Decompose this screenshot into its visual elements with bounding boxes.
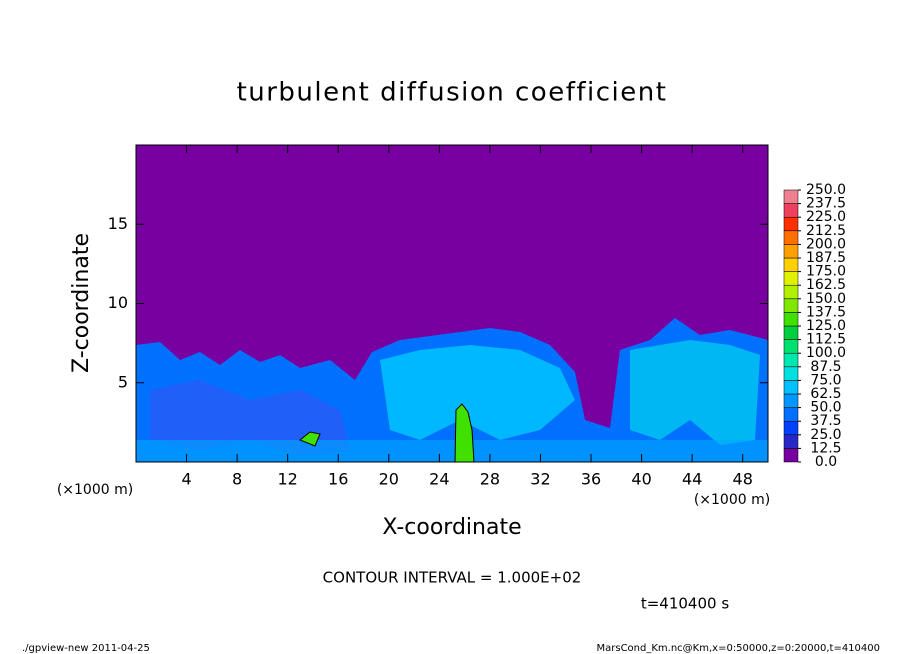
colorbar-label: 37.5	[810, 413, 841, 429]
colorbar-bin	[783, 325, 799, 340]
colorbar-label: 250.0	[806, 182, 846, 198]
colorbar-label: 212.5	[806, 223, 846, 239]
x-tick-label: 44	[682, 470, 702, 489]
colorbar-bin	[783, 203, 799, 218]
colorbar-bin	[783, 298, 799, 313]
colorbar-bin	[783, 312, 799, 327]
colorbar-bin	[783, 380, 799, 395]
x-unit: (×1000 m)	[694, 492, 770, 508]
colorbar-label: 150.0	[806, 291, 846, 307]
colorbar-label: 25.0	[810, 427, 841, 443]
colorbar-label: 75.0	[810, 372, 841, 388]
y-axis-label: Z-coordinate	[69, 233, 94, 373]
colorbar-label: 0.0	[815, 454, 837, 470]
colorbar-bin	[783, 407, 799, 422]
colorbar-label: 100.0	[806, 345, 846, 361]
colorbar-label: 50.0	[810, 400, 841, 416]
x-tick-label: 48	[733, 470, 753, 489]
colorbar-bin	[783, 339, 799, 354]
colorbar-label: 137.5	[806, 304, 846, 320]
colorbar-label: 162.5	[806, 277, 846, 293]
colorbar-label: 87.5	[810, 359, 841, 375]
x-unit: (×1000 m)	[57, 482, 133, 498]
colorbar-bin	[783, 393, 799, 408]
colorbar-bin	[783, 352, 799, 368]
eddy	[630, 340, 760, 445]
x-tick-label: 40	[631, 470, 651, 489]
colorbar-label: 125.0	[806, 318, 846, 334]
colorbar-bin	[783, 420, 799, 436]
contour-region	[299, 431, 321, 447]
colorbar-label: 200.0	[806, 236, 846, 252]
colorbar-bin	[783, 434, 799, 449]
x-tick-label: 12	[278, 470, 298, 489]
y-tick-label: 15	[108, 214, 128, 233]
colorbar-label: 12.5	[810, 440, 841, 456]
x-axis-label: X-coordinate	[382, 515, 521, 540]
y-tick-label: 10	[108, 293, 128, 312]
colorbar-label: 62.5	[810, 386, 841, 402]
colorbar-bin	[783, 189, 799, 204]
field	[135, 144, 769, 463]
colorbar-bin	[783, 271, 799, 286]
colorbar-label: 112.5	[806, 332, 846, 348]
time-label: t=410400 s	[641, 595, 729, 613]
footer-right: MarsCond_Km.nc@Km,x=0:50000,z=0:20000,t=…	[597, 643, 881, 654]
y-tick-label: 5	[118, 372, 128, 391]
footer-left: ./gpview-new 2011-04-25	[22, 643, 150, 654]
colorbar-bin	[783, 216, 799, 232]
chart-title: turbulent diffusion coefficient	[237, 78, 668, 108]
colorbar-bin	[783, 366, 799, 381]
colorbar-label: 175.0	[806, 264, 846, 280]
colorbar-bin	[783, 257, 799, 272]
contour-interval: CONTOUR INTERVAL = 1.000E+02	[323, 569, 582, 587]
x-tick-label: 24	[429, 470, 449, 489]
colorbar-bin	[783, 448, 799, 463]
colorbar-label: 187.5	[806, 250, 846, 266]
colorbar-label: 225.0	[806, 209, 846, 225]
x-tick-label: 8	[232, 470, 242, 489]
x-tick-label: 36	[581, 470, 601, 489]
x-tick-label: 4	[181, 470, 191, 489]
colorbar-bin	[783, 284, 799, 300]
x-tick-label: 32	[530, 470, 550, 489]
eddy	[380, 345, 575, 440]
x-tick-label: 16	[328, 470, 348, 489]
surface-layer	[136, 440, 768, 462]
x-tick-label: 20	[379, 470, 399, 489]
colorbar-label: 237.5	[806, 196, 846, 212]
x-tick-label: 28	[480, 470, 500, 489]
colorbar-bin	[783, 244, 799, 259]
eddy	[150, 380, 350, 455]
colorbar-bin	[783, 230, 799, 245]
